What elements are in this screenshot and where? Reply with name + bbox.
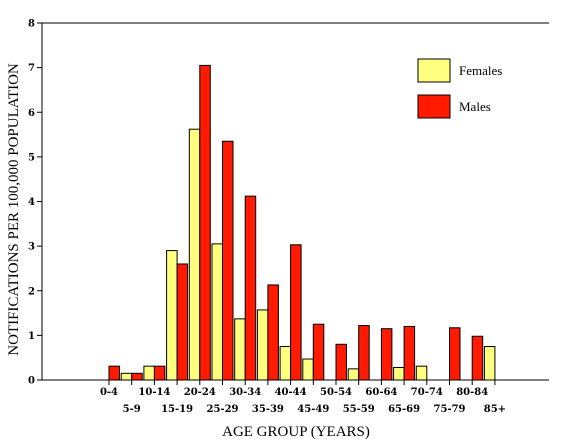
y-tick-label: 3 (28, 242, 35, 253)
bar-females-20-24 (188, 128, 201, 381)
bar-females-5-9 (120, 372, 133, 381)
bar-males-5-9 (131, 372, 143, 381)
legend: Females Males (417, 58, 502, 119)
bar-males-40-44 (290, 244, 302, 381)
bar-males-60-64 (380, 328, 393, 381)
bar-males-65-69 (403, 325, 416, 381)
bar-females-45-49 (302, 358, 314, 381)
x-tick-label: 40-44 (275, 387, 307, 398)
legend-swatch-males (417, 94, 451, 119)
x-tick-label: 65-69 (388, 404, 420, 415)
x-tick-label: 45-49 (297, 404, 329, 415)
x-tick-label: 80-84 (456, 387, 488, 398)
bar-males-20-24 (199, 64, 211, 381)
bar-males-50-54 (335, 343, 347, 381)
bar-males-80-84 (471, 335, 484, 381)
x-tick-label: 5-9 (123, 404, 141, 415)
x-tick-label: 50-54 (320, 387, 352, 398)
y-tick-label: 8 (28, 19, 35, 30)
legend-label-females: Females (459, 63, 502, 78)
bar-females-65-69 (393, 367, 405, 381)
x-tick-label: 15-19 (161, 404, 193, 415)
bar-males-45-49 (312, 323, 325, 381)
y-tick-label: 5 (28, 152, 35, 163)
x-tick-label: 10-14 (138, 387, 170, 398)
bar-males-25-29 (222, 140, 234, 381)
y-axis-title: NOTIFICATIONS PER 100,000 POPULATION (6, 63, 22, 356)
bar-females-30-34 (234, 318, 246, 381)
y-tick-label: 4 (28, 197, 35, 208)
bar-males-35-39 (267, 284, 279, 381)
y-axis: 0 1 2 3 4 5 6 7 8 (28, 19, 43, 387)
x-axis-title: AGE GROUP (YEARS) (222, 424, 370, 439)
x-tick-label: 0-4 (100, 387, 118, 398)
bar-females-70-74 (415, 365, 428, 381)
x-tick-label: 55-59 (343, 404, 375, 415)
x-tick-label: 70-74 (411, 387, 443, 398)
y-tick-label: 6 (28, 108, 35, 119)
bar-males-30-34 (244, 195, 257, 381)
y-tick-label: 0 (28, 376, 35, 387)
bar-females-35-39 (256, 309, 269, 381)
x-tick-label: 85+ (484, 404, 506, 415)
bar-females-10-14 (143, 365, 155, 381)
bar-females-55-59 (347, 368, 360, 381)
bar-males-10-14 (153, 365, 166, 381)
x-tick-label: 25-29 (207, 404, 239, 415)
x-tick-label: 30-34 (229, 387, 261, 398)
bar-females-15-19 (166, 250, 178, 381)
y-tick-label: 1 (28, 331, 35, 342)
y-tick-label: 7 (28, 63, 35, 74)
x-tick-label: 35-39 (252, 404, 284, 415)
bar-males-15-19 (176, 263, 189, 381)
bar-males-55-59 (358, 325, 370, 381)
legend-label-males: Males (459, 99, 491, 114)
x-tick-label: 60-64 (365, 387, 397, 398)
x-tick-label: 75-79 (434, 404, 466, 415)
bar-females-85+ (483, 346, 496, 381)
bar-males-75-79 (449, 327, 461, 381)
x-tick-label: 20-24 (184, 387, 216, 398)
y-tick-label: 2 (28, 286, 35, 297)
bar-females-40-44 (279, 346, 292, 381)
bars (108, 64, 496, 381)
bar-males-0-4 (108, 365, 120, 381)
legend-swatch-females (417, 58, 451, 83)
bar-females-25-29 (211, 243, 223, 381)
